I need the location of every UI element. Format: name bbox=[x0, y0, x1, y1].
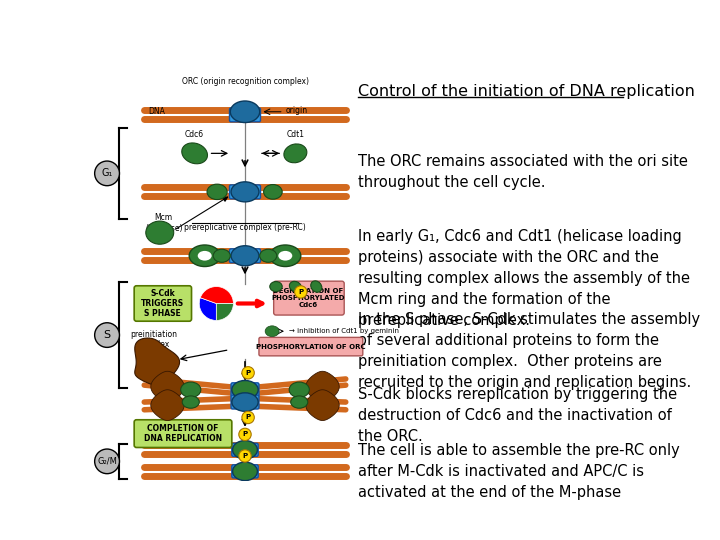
Circle shape bbox=[239, 428, 251, 441]
FancyBboxPatch shape bbox=[231, 395, 259, 409]
Ellipse shape bbox=[291, 396, 307, 408]
Ellipse shape bbox=[260, 249, 276, 262]
Wedge shape bbox=[200, 287, 233, 303]
Ellipse shape bbox=[311, 281, 322, 292]
Ellipse shape bbox=[233, 462, 258, 481]
Text: ORC (origin recognition complex): ORC (origin recognition complex) bbox=[181, 77, 308, 85]
Text: Cdt1: Cdt1 bbox=[287, 131, 305, 139]
Wedge shape bbox=[199, 298, 216, 320]
Ellipse shape bbox=[145, 221, 174, 244]
Ellipse shape bbox=[231, 182, 259, 202]
Polygon shape bbox=[306, 390, 339, 421]
Text: P: P bbox=[243, 453, 248, 459]
Text: P: P bbox=[243, 431, 248, 437]
Text: In early G₁, Cdc6 and Cdt1 (helicase loading
proteins) associate with the ORC an: In early G₁, Cdc6 and Cdt1 (helicase loa… bbox=[358, 229, 690, 328]
Ellipse shape bbox=[264, 185, 282, 199]
Ellipse shape bbox=[198, 251, 212, 261]
Ellipse shape bbox=[279, 251, 292, 261]
Text: DNA: DNA bbox=[148, 106, 165, 116]
Ellipse shape bbox=[284, 144, 307, 163]
Ellipse shape bbox=[207, 184, 228, 200]
Ellipse shape bbox=[232, 381, 258, 399]
Text: Control of the initiation of DNA replication: Control of the initiation of DNA replica… bbox=[358, 84, 695, 98]
Text: Mcm
(helicase): Mcm (helicase) bbox=[145, 213, 182, 233]
Text: PHOSPHORYLATION OF ORC: PHOSPHORYLATION OF ORC bbox=[256, 343, 366, 349]
Circle shape bbox=[94, 449, 120, 474]
Circle shape bbox=[239, 450, 251, 462]
Text: The cell is able to assemble the pre-RC only
after M-Cdk is inactivated and APC/: The cell is able to assemble the pre-RC … bbox=[358, 443, 680, 500]
Wedge shape bbox=[216, 303, 233, 320]
Ellipse shape bbox=[232, 393, 258, 411]
FancyBboxPatch shape bbox=[232, 443, 258, 456]
Ellipse shape bbox=[181, 143, 207, 164]
Text: P: P bbox=[298, 289, 303, 295]
FancyBboxPatch shape bbox=[230, 108, 261, 122]
Text: COMPLETION OF
DNA REPLICATION: COMPLETION OF DNA REPLICATION bbox=[144, 424, 222, 443]
Text: G₂/M: G₂/M bbox=[97, 457, 117, 466]
FancyBboxPatch shape bbox=[274, 281, 344, 315]
FancyBboxPatch shape bbox=[232, 465, 258, 478]
Text: In the S phase, S-Cdk stimulates the assembly
of several additional proteins to : In the S phase, S-Cdk stimulates the ass… bbox=[358, 312, 700, 390]
Ellipse shape bbox=[265, 326, 279, 336]
Text: → inhibition of Cdt1 by geminin: → inhibition of Cdt1 by geminin bbox=[289, 328, 399, 334]
Text: S: S bbox=[104, 330, 111, 340]
Ellipse shape bbox=[181, 382, 201, 397]
Ellipse shape bbox=[270, 245, 301, 267]
Circle shape bbox=[294, 286, 307, 298]
Text: Cdc6: Cdc6 bbox=[185, 131, 204, 139]
Polygon shape bbox=[306, 372, 339, 402]
Text: The ORC remains associated with the ori site
throughout the cell cycle.: The ORC remains associated with the ori … bbox=[358, 154, 688, 190]
Text: preinitiation
complex: preinitiation complex bbox=[130, 330, 177, 349]
FancyBboxPatch shape bbox=[231, 383, 259, 397]
Text: P: P bbox=[246, 415, 251, 421]
FancyBboxPatch shape bbox=[230, 185, 261, 199]
FancyBboxPatch shape bbox=[134, 286, 192, 321]
Text: prereplicative complex (pre-RC): prereplicative complex (pre-RC) bbox=[184, 222, 306, 232]
Ellipse shape bbox=[189, 245, 220, 267]
Circle shape bbox=[94, 323, 120, 347]
Polygon shape bbox=[150, 390, 184, 421]
Text: origin: origin bbox=[285, 106, 307, 114]
Ellipse shape bbox=[289, 382, 310, 397]
Ellipse shape bbox=[289, 281, 302, 292]
Polygon shape bbox=[150, 372, 184, 402]
Ellipse shape bbox=[231, 246, 259, 266]
Polygon shape bbox=[135, 338, 179, 386]
Text: G₁: G₁ bbox=[102, 168, 113, 178]
FancyBboxPatch shape bbox=[134, 420, 232, 448]
Ellipse shape bbox=[182, 396, 199, 408]
Ellipse shape bbox=[270, 281, 282, 292]
Ellipse shape bbox=[213, 249, 230, 262]
Text: DEGRADATION OF
PHOSPHORYLATED
Cdc6: DEGRADATION OF PHOSPHORYLATED Cdc6 bbox=[272, 288, 346, 308]
Ellipse shape bbox=[233, 441, 258, 459]
Circle shape bbox=[94, 161, 120, 186]
FancyBboxPatch shape bbox=[259, 338, 363, 356]
Circle shape bbox=[242, 367, 254, 379]
Text: P: P bbox=[246, 370, 251, 376]
FancyBboxPatch shape bbox=[230, 249, 261, 262]
Text: S-Cdk blocks rereplication by triggering the
destruction of Cdc6 and the inactiv: S-Cdk blocks rereplication by triggering… bbox=[358, 387, 677, 444]
Text: S-Cdk
TRIGGERS
S PHASE: S-Cdk TRIGGERS S PHASE bbox=[141, 288, 184, 319]
Ellipse shape bbox=[230, 101, 260, 123]
Circle shape bbox=[242, 411, 254, 423]
